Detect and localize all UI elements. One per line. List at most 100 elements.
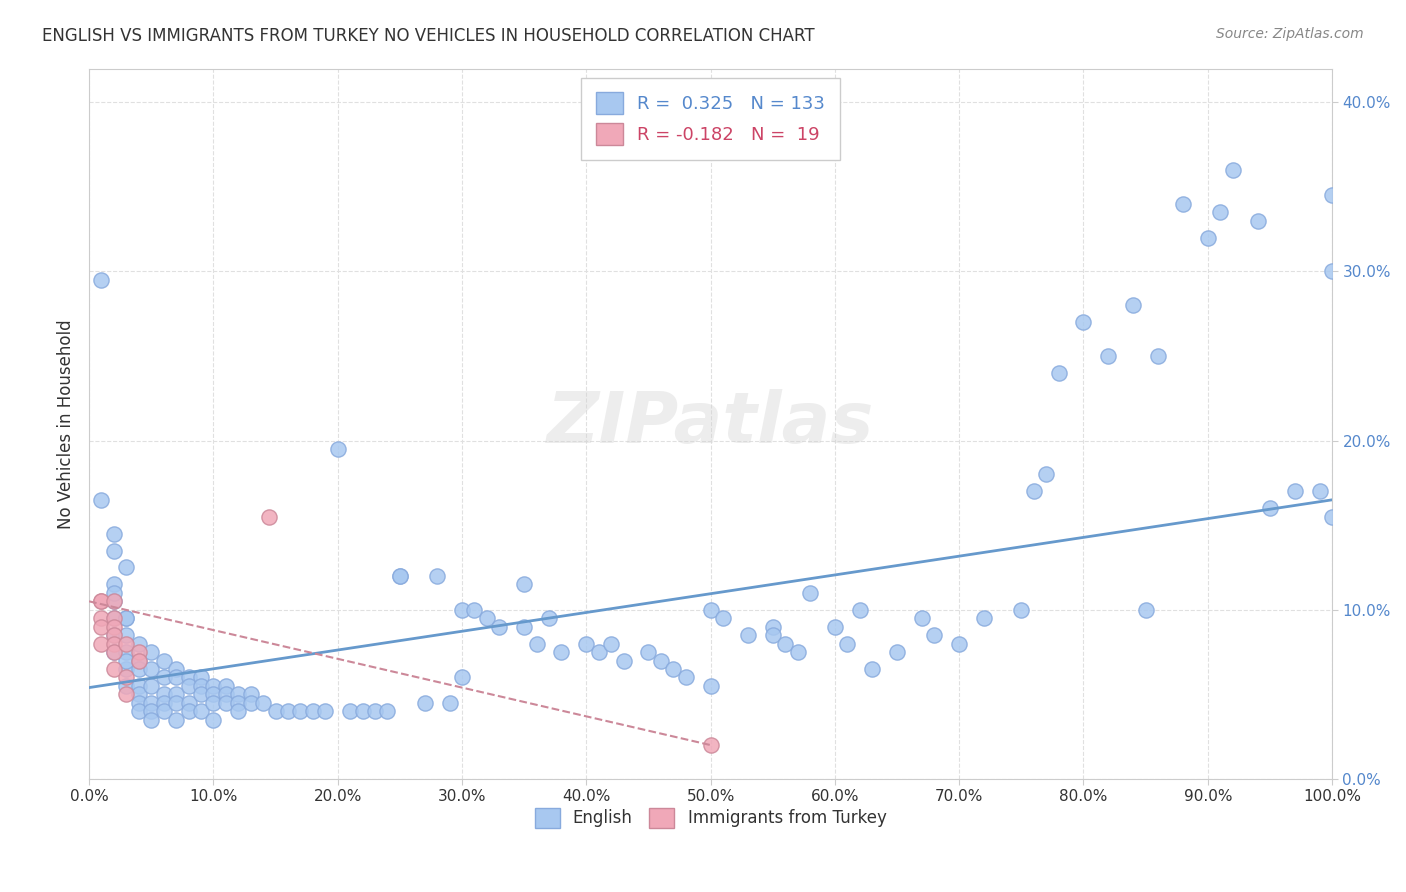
- Point: [762, 620, 785, 634]
- Point: [1047, 366, 1070, 380]
- Point: [1258, 501, 1281, 516]
- Point: [177, 704, 200, 718]
- Point: [1035, 467, 1057, 482]
- Point: [115, 679, 138, 693]
- Point: [90, 492, 112, 507]
- Point: [1122, 298, 1144, 312]
- Point: [128, 653, 150, 667]
- Point: [103, 577, 125, 591]
- Point: [202, 679, 225, 693]
- Point: [1320, 509, 1343, 524]
- Point: [948, 637, 970, 651]
- Point: [526, 637, 548, 651]
- Point: [264, 704, 287, 718]
- Point: [488, 620, 510, 634]
- Text: ZIPatlas: ZIPatlas: [547, 389, 875, 458]
- Point: [90, 594, 112, 608]
- Point: [886, 645, 908, 659]
- Point: [90, 620, 112, 634]
- Point: [115, 645, 138, 659]
- Point: [90, 273, 112, 287]
- Point: [103, 594, 125, 608]
- Point: [575, 637, 598, 651]
- Point: [177, 679, 200, 693]
- Point: [513, 620, 536, 634]
- Point: [103, 645, 125, 659]
- Point: [177, 696, 200, 710]
- Point: [215, 696, 238, 710]
- Point: [103, 611, 125, 625]
- Point: [152, 670, 174, 684]
- Point: [799, 586, 821, 600]
- Text: ENGLISH VS IMMIGRANTS FROM TURKEY NO VEHICLES IN HOUSEHOLD CORRELATION CHART: ENGLISH VS IMMIGRANTS FROM TURKEY NO VEH…: [42, 27, 815, 45]
- Point: [103, 620, 125, 634]
- Point: [115, 637, 138, 651]
- Point: [600, 637, 623, 651]
- Point: [115, 670, 138, 684]
- Point: [103, 628, 125, 642]
- Point: [141, 679, 163, 693]
- Point: [1222, 163, 1244, 178]
- Point: [737, 628, 759, 642]
- Point: [239, 687, 262, 701]
- Point: [165, 662, 187, 676]
- Point: [115, 611, 138, 625]
- Point: [824, 620, 846, 634]
- Point: [190, 679, 212, 693]
- Point: [1284, 484, 1306, 499]
- Point: [152, 696, 174, 710]
- Point: [259, 509, 281, 524]
- Point: [90, 611, 112, 625]
- Point: [141, 704, 163, 718]
- Point: [475, 611, 498, 625]
- Point: [90, 637, 112, 651]
- Point: [848, 603, 870, 617]
- Point: [128, 662, 150, 676]
- Point: [973, 611, 995, 625]
- Point: [699, 603, 721, 617]
- Point: [115, 560, 138, 574]
- Point: [1320, 188, 1343, 202]
- Point: [115, 687, 138, 701]
- Point: [860, 662, 883, 676]
- Point: [239, 696, 262, 710]
- Point: [165, 713, 187, 727]
- Point: [1320, 264, 1343, 278]
- Point: [141, 696, 163, 710]
- Point: [377, 704, 399, 718]
- Point: [1197, 230, 1219, 244]
- Point: [1022, 484, 1045, 499]
- Point: [103, 637, 125, 651]
- Point: [115, 611, 138, 625]
- Point: [141, 645, 163, 659]
- Point: [165, 687, 187, 701]
- Point: [226, 696, 249, 710]
- Point: [537, 611, 560, 625]
- Point: [90, 594, 112, 608]
- Point: [1171, 197, 1194, 211]
- Point: [1097, 349, 1119, 363]
- Point: [911, 611, 934, 625]
- Point: [1010, 603, 1032, 617]
- Point: [352, 704, 374, 718]
- Point: [177, 670, 200, 684]
- Point: [215, 679, 238, 693]
- Point: [675, 670, 697, 684]
- Point: [364, 704, 387, 718]
- Point: [439, 696, 461, 710]
- Point: [662, 662, 685, 676]
- Point: [103, 586, 125, 600]
- Y-axis label: No Vehicles in Household: No Vehicles in Household: [58, 319, 75, 529]
- Point: [711, 611, 734, 625]
- Point: [637, 645, 659, 659]
- Point: [202, 713, 225, 727]
- Point: [152, 687, 174, 701]
- Point: [650, 653, 672, 667]
- Point: [165, 670, 187, 684]
- Point: [613, 653, 636, 667]
- Point: [463, 603, 485, 617]
- Point: [128, 645, 150, 659]
- Point: [115, 662, 138, 676]
- Point: [1209, 205, 1232, 219]
- Point: [190, 670, 212, 684]
